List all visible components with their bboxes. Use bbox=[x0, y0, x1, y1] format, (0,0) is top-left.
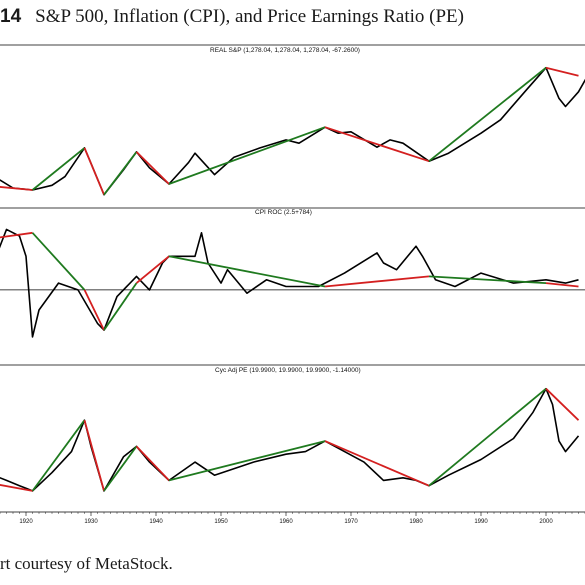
downtrend-line bbox=[545, 388, 580, 421]
downtrend-line bbox=[0, 186, 33, 191]
x-tick-label: 1950 bbox=[214, 519, 228, 525]
downtrend-line bbox=[0, 484, 33, 492]
downtrend-line bbox=[324, 275, 430, 288]
uptrend-line bbox=[103, 282, 138, 331]
x-tick-label: 1970 bbox=[344, 519, 358, 525]
downtrend-line bbox=[83, 289, 105, 331]
figure-title: 14 S&P 500, Inflation (CPI), and Price Ea… bbox=[0, 6, 585, 36]
uptrend-line bbox=[428, 388, 547, 487]
x-tick-label: 1960 bbox=[279, 519, 293, 525]
x-tick-label: 1920 bbox=[19, 519, 33, 525]
x-tick-label: 1940 bbox=[149, 519, 163, 525]
chart-panel-1: REAL S&P (1,278.04, 1,278.04, 1,278.04, … bbox=[0, 47, 585, 196]
uptrend-line bbox=[168, 440, 326, 482]
uptrend-line bbox=[103, 445, 138, 492]
panel-title: Cyc Adj PE (19.9900, 19.9900, 19.9900, -… bbox=[215, 367, 361, 374]
panel-title: REAL S&P (1,278.04, 1,278.04, 1,278.04, … bbox=[210, 47, 360, 54]
downtrend-line bbox=[545, 66, 579, 77]
series-line bbox=[0, 387, 580, 492]
figure-number: 14 bbox=[0, 6, 22, 27]
figure-title-text: S&P 500, Inflation (CPI), and Price Earn… bbox=[35, 6, 464, 27]
downtrend-line bbox=[135, 445, 170, 482]
uptrend-line bbox=[31, 232, 86, 291]
panel-title: CPI ROC (2.5+784) bbox=[255, 209, 312, 216]
x-tick-label: 1930 bbox=[84, 519, 98, 525]
series-line bbox=[0, 228, 579, 338]
downtrend-line bbox=[324, 440, 430, 487]
chart-panel-2: CPI ROC (2.5+784) bbox=[0, 209, 585, 338]
downtrend-line bbox=[545, 282, 579, 288]
downtrend-line bbox=[83, 419, 105, 492]
uptrend-line bbox=[168, 255, 326, 288]
figure-caption: rt courtesy of MetaStock. bbox=[0, 554, 173, 573]
downtrend-line bbox=[135, 255, 170, 284]
downtrend-line bbox=[324, 126, 430, 163]
uptrend-line bbox=[103, 151, 138, 196]
x-tick-label: 2000 bbox=[539, 519, 553, 525]
downtrend-line bbox=[0, 231, 33, 239]
x-tick-label: 1980 bbox=[409, 519, 423, 525]
uptrend-line bbox=[31, 419, 86, 492]
uptrend-line bbox=[31, 147, 86, 191]
downtrend-line bbox=[135, 151, 170, 185]
series-line bbox=[0, 66, 585, 196]
downtrend-line bbox=[83, 147, 105, 196]
chart-panel-3: Cyc Adj PE (19.9900, 19.9900, 19.9900, -… bbox=[0, 367, 580, 492]
uptrend-line bbox=[428, 275, 547, 284]
x-tick-label: 1990 bbox=[474, 519, 488, 525]
uptrend-line bbox=[168, 126, 326, 185]
uptrend-line bbox=[428, 66, 547, 162]
